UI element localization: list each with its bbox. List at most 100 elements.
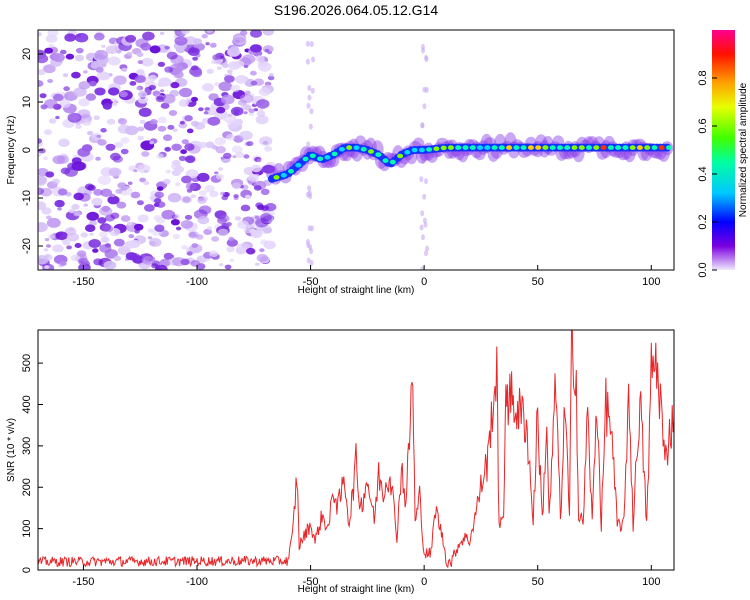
noise-blob — [62, 73, 69, 78]
track-peak — [564, 145, 571, 150]
noise-blob — [234, 60, 245, 68]
track-peak — [629, 145, 636, 150]
noise-blob — [133, 223, 144, 231]
track-peak — [309, 153, 316, 159]
noise-blob — [53, 93, 64, 102]
track-peak — [302, 156, 309, 162]
noise-blob — [88, 239, 101, 248]
noise-blob — [141, 256, 155, 265]
noise-blob — [107, 56, 121, 66]
noise-blob — [71, 203, 80, 210]
noise-blob — [305, 191, 310, 198]
track-peak — [295, 162, 302, 168]
noise-blob — [59, 261, 67, 266]
noise-blob — [99, 206, 113, 216]
noise-blob — [310, 225, 314, 232]
noise-blob — [86, 211, 99, 221]
noise-blob — [258, 61, 272, 72]
top-x-tick-label: 100 — [642, 276, 660, 288]
noise-blob — [163, 134, 173, 141]
noise-blob — [184, 143, 195, 151]
noise-blob — [66, 245, 72, 250]
noise-blob — [203, 228, 213, 235]
noise-blob — [184, 36, 197, 46]
noise-blob — [422, 103, 427, 110]
frequency-track — [266, 132, 674, 185]
noise-blob — [228, 236, 235, 242]
noise-blob — [233, 194, 239, 198]
noise-blob — [125, 240, 137, 249]
track-peak — [636, 145, 643, 150]
noise-blob — [259, 108, 264, 112]
noise-blob — [264, 48, 270, 53]
noise-blob — [420, 266, 425, 270]
noise-blob — [66, 232, 80, 242]
noise-blob — [219, 263, 224, 267]
colorbar-gradient — [712, 30, 735, 270]
noise-blob — [47, 79, 53, 83]
noise-blob — [305, 40, 310, 47]
noise-blob — [186, 128, 194, 134]
noise-blob — [113, 75, 127, 85]
track-peak — [586, 145, 592, 150]
noise-blob — [120, 148, 129, 155]
bottom-y-tick-label: 0 — [21, 567, 33, 573]
colorbar-tick-label: 0.0 — [697, 262, 709, 277]
colorbar-ticks: 0.0 0.2 0.4 0.6 0.8 — [697, 70, 717, 278]
noise-blob — [310, 87, 315, 94]
noise-blob — [149, 140, 154, 145]
noise-blob — [101, 44, 106, 48]
noise-blob — [216, 106, 226, 114]
noise-blob — [246, 141, 254, 147]
colorbar-label: Normalized spectral amplitude — [738, 82, 749, 217]
noise-blob — [260, 188, 270, 195]
noise-blob — [207, 226, 212, 230]
noise-blob — [191, 96, 198, 102]
noise-blob — [149, 119, 158, 125]
noise-blob — [59, 99, 71, 108]
noise-blob — [243, 154, 250, 159]
noise-blob — [309, 259, 314, 266]
noise-blob — [169, 254, 175, 258]
top-y-tick-label: -10 — [21, 190, 33, 206]
noise-blob — [185, 182, 197, 191]
noise-blob — [239, 93, 254, 104]
noise-blob — [94, 87, 106, 96]
noise-blob — [256, 99, 270, 109]
noise-blob — [93, 115, 100, 121]
noise-blob — [78, 81, 91, 90]
noise-blob — [216, 66, 222, 70]
noise-blob — [253, 185, 262, 191]
noise-blob — [88, 80, 97, 87]
noise-blob — [110, 212, 120, 219]
noise-blob — [100, 188, 113, 197]
noise-blob — [180, 149, 188, 155]
noise-blob — [268, 73, 274, 77]
noise-blob — [309, 41, 314, 48]
noise-blob — [256, 253, 269, 263]
noise-blob — [136, 86, 142, 91]
top-x-tick-label: 0 — [421, 276, 427, 288]
noise-blob — [48, 118, 57, 124]
top-x-tick-label: -100 — [186, 276, 208, 288]
noise-blob — [420, 122, 425, 129]
noise-blob — [57, 188, 68, 196]
noise-blob — [106, 118, 116, 125]
noise-scatter — [38, 30, 430, 270]
noise-blob — [223, 114, 237, 124]
noise-blob — [137, 214, 149, 223]
track-peak — [535, 145, 542, 150]
noise-blob — [64, 33, 76, 42]
noise-blob — [422, 86, 427, 93]
track-peak — [491, 145, 498, 150]
noise-blob — [231, 145, 243, 154]
noise-blob — [234, 39, 240, 44]
noise-blob — [126, 51, 133, 56]
noise-blob — [218, 167, 224, 171]
bottom-y-tick-label: 200 — [21, 478, 33, 496]
noise-blob — [154, 198, 162, 204]
noise-blob — [180, 220, 194, 229]
noise-blob — [178, 155, 187, 162]
track-peak — [527, 145, 534, 150]
bottom-y-axis: 0 100 200 300 400 500 — [21, 354, 43, 573]
